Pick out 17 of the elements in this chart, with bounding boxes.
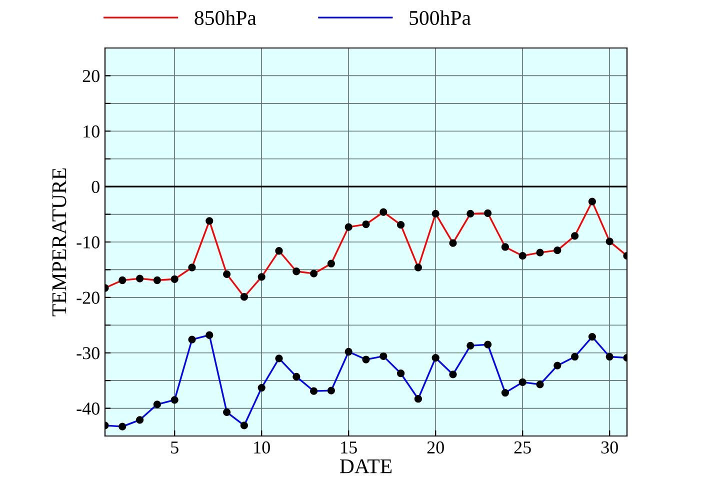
legend-label: 500hPa bbox=[410, 10, 471, 26]
x-tick-label: 15 bbox=[341, 441, 357, 454]
y-tick-label: 20 bbox=[82, 70, 100, 82]
x-axis-title: DATE bbox=[340, 459, 392, 474]
x-tick-label: 5 bbox=[171, 442, 178, 454]
y-tick-label: -30 bbox=[76, 347, 100, 360]
y-tick-label: -20 bbox=[76, 292, 100, 304]
legend-label: 850hPa bbox=[194, 10, 256, 26]
y-tick-label: 10 bbox=[84, 125, 100, 138]
y-axis-title: TEMPERATURE bbox=[52, 168, 66, 316]
x-tick-label: 20 bbox=[427, 441, 444, 454]
y-tick-label: -40 bbox=[76, 402, 100, 415]
y-tick-label: -10 bbox=[76, 236, 100, 248]
y-tick-label: 0 bbox=[92, 180, 100, 194]
x-tick-label: 30 bbox=[601, 441, 618, 454]
x-tick-label: 10 bbox=[254, 441, 270, 454]
x-tick-label: 25 bbox=[514, 441, 531, 454]
